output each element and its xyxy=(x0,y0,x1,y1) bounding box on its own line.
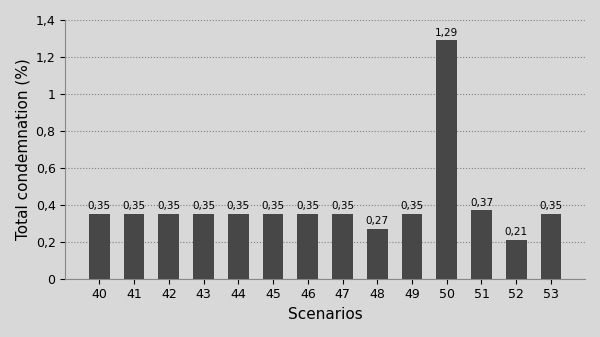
Bar xyxy=(89,214,110,279)
Bar xyxy=(263,214,283,279)
Bar xyxy=(471,210,492,279)
Bar xyxy=(401,214,422,279)
Y-axis label: Total condemnation (%): Total condemnation (%) xyxy=(15,59,30,240)
Bar xyxy=(158,214,179,279)
Bar xyxy=(298,214,318,279)
Text: 1,29: 1,29 xyxy=(435,28,458,37)
Bar xyxy=(228,214,249,279)
Bar xyxy=(124,214,145,279)
X-axis label: Scenarios: Scenarios xyxy=(288,307,362,322)
Bar xyxy=(541,214,562,279)
Text: 0,35: 0,35 xyxy=(192,201,215,211)
Bar xyxy=(436,40,457,279)
Text: 0,35: 0,35 xyxy=(400,201,424,211)
Bar xyxy=(193,214,214,279)
Text: 0,27: 0,27 xyxy=(365,216,389,226)
Text: 0,35: 0,35 xyxy=(262,201,284,211)
Bar xyxy=(506,240,527,279)
Text: 0,35: 0,35 xyxy=(88,201,111,211)
Text: 0,35: 0,35 xyxy=(331,201,354,211)
Text: 0,35: 0,35 xyxy=(296,201,319,211)
Text: 0,35: 0,35 xyxy=(227,201,250,211)
Bar xyxy=(367,229,388,279)
Text: 0,21: 0,21 xyxy=(505,227,528,237)
Text: 0,35: 0,35 xyxy=(157,201,181,211)
Text: 0,37: 0,37 xyxy=(470,197,493,208)
Bar xyxy=(332,214,353,279)
Text: 0,35: 0,35 xyxy=(539,201,563,211)
Text: 0,35: 0,35 xyxy=(122,201,146,211)
